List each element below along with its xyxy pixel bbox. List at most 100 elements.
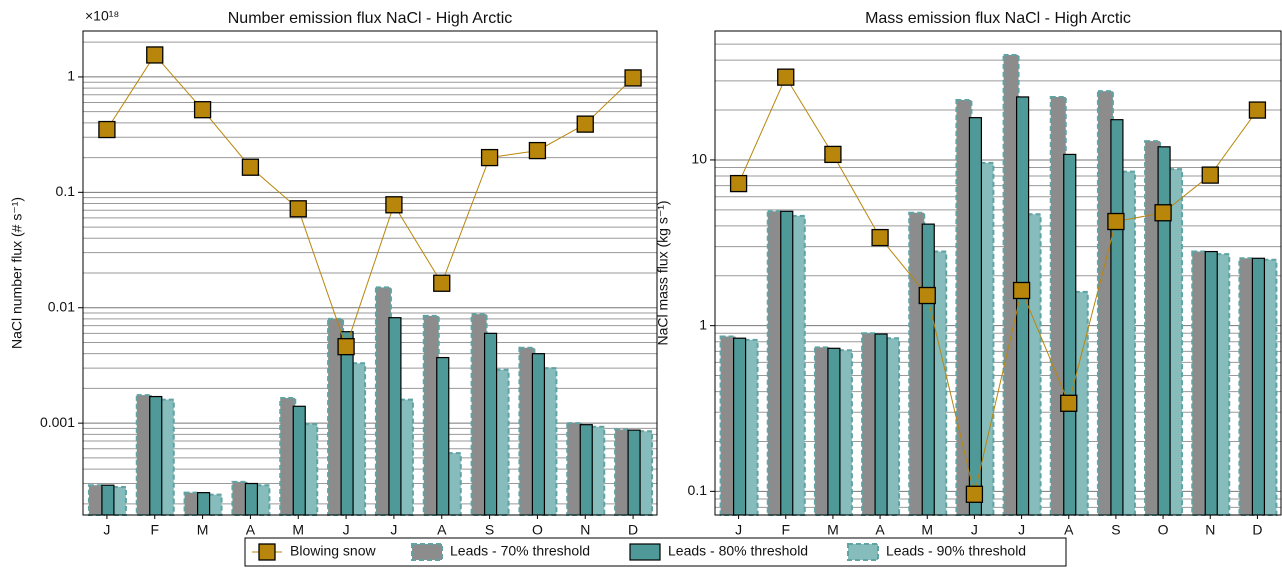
legend-swatch — [847, 543, 879, 561]
chart-title: Mass emission flux NaCl - High Arctic — [865, 10, 1131, 27]
bar — [388, 317, 402, 516]
marker — [289, 200, 307, 218]
legend-label: Leads - 70% threshold — [450, 543, 590, 559]
bar — [446, 452, 462, 516]
marker — [1012, 281, 1031, 300]
bar — [111, 485, 127, 516]
bar — [101, 484, 115, 516]
bar — [627, 429, 641, 516]
bar — [743, 338, 759, 516]
legend-marker — [258, 543, 276, 561]
bar — [1204, 250, 1218, 516]
bar — [874, 333, 888, 516]
bar — [1262, 258, 1278, 516]
legend-swatch — [629, 543, 661, 561]
marker — [624, 69, 642, 87]
marker — [146, 46, 164, 64]
bar — [955, 99, 973, 516]
legend-swatch — [411, 543, 443, 561]
x-tick-label: S — [1111, 522, 1120, 538]
x-tick-label: M — [827, 522, 839, 538]
bar — [436, 356, 450, 516]
marker — [871, 228, 889, 247]
legend-label: Blowing snow — [290, 543, 376, 559]
legend-label: Leads - 90% threshold — [886, 543, 1026, 559]
y-tick-label: 0.001 — [40, 414, 75, 430]
marker — [193, 101, 212, 119]
x-tick-label: A — [437, 522, 447, 538]
plot-frame — [82, 30, 658, 516]
bar — [398, 398, 414, 517]
x-tick-label: F — [781, 522, 790, 538]
marker — [1107, 212, 1125, 231]
marker — [729, 174, 748, 193]
bar — [231, 480, 249, 516]
bar — [255, 484, 271, 517]
bar — [351, 362, 367, 516]
marker — [528, 141, 547, 160]
bar — [979, 161, 995, 516]
y-multiplier: ×10¹⁸ — [85, 8, 119, 24]
y-tick-label: 0.1 — [56, 183, 76, 199]
x-tick-label: J — [1018, 522, 1025, 538]
bar — [494, 368, 510, 516]
bar — [1215, 253, 1231, 516]
x-tick-label: F — [150, 522, 159, 538]
bar — [885, 337, 901, 516]
bar — [159, 398, 175, 517]
bar — [921, 223, 935, 516]
x-tick-label: J — [390, 522, 397, 538]
x-tick-label: A — [875, 522, 885, 538]
marker — [824, 145, 842, 164]
marker — [385, 196, 403, 214]
y-axis-label: NaCl number flux (# s⁻¹) — [9, 197, 25, 349]
bar — [790, 214, 806, 516]
marker — [1248, 101, 1267, 119]
y-tick-label: 10 — [691, 151, 707, 167]
bar — [837, 349, 853, 516]
bar — [732, 337, 747, 516]
x-tick-label: N — [580, 522, 590, 538]
x-tick-label: S — [485, 522, 494, 538]
x-tick-label: D — [1252, 522, 1262, 538]
bar — [1238, 257, 1256, 516]
bar — [542, 367, 558, 516]
bar — [590, 425, 606, 516]
marker — [918, 286, 936, 305]
bar — [827, 347, 841, 516]
x-tick-label: A — [246, 522, 256, 538]
bar — [149, 395, 163, 516]
bar — [1251, 257, 1266, 516]
bar — [531, 353, 546, 516]
bar — [766, 210, 784, 516]
x-tick-label: J — [103, 522, 110, 538]
bar — [1063, 153, 1077, 516]
x-tick-label: A — [1064, 522, 1074, 538]
y-tick-label: 0.1 — [688, 482, 708, 498]
bar — [968, 117, 983, 516]
chart-title: Number emission flux NaCl - High Arctic — [228, 10, 513, 27]
bar — [303, 423, 319, 517]
bar — [638, 430, 654, 516]
x-tick-label: D — [628, 522, 638, 538]
marker — [777, 68, 795, 86]
x-tick-label: O — [532, 522, 543, 538]
bar — [780, 210, 794, 516]
x-tick-label: M — [921, 522, 933, 538]
x-tick-label: J — [735, 522, 742, 538]
x-tick-label: M — [292, 522, 304, 538]
marker — [337, 338, 355, 356]
marker — [480, 148, 499, 167]
marker — [965, 485, 984, 503]
bar — [207, 493, 223, 516]
x-tick-label: O — [1158, 522, 1169, 538]
marker — [1060, 394, 1078, 412]
marker — [1154, 204, 1172, 222]
bar — [340, 331, 354, 516]
y-axis-label: NaCl mass flux (kg s⁻¹) — [655, 200, 671, 345]
bar — [196, 492, 211, 516]
x-tick-label: J — [971, 522, 978, 538]
marker — [241, 158, 260, 176]
bar — [244, 482, 259, 516]
